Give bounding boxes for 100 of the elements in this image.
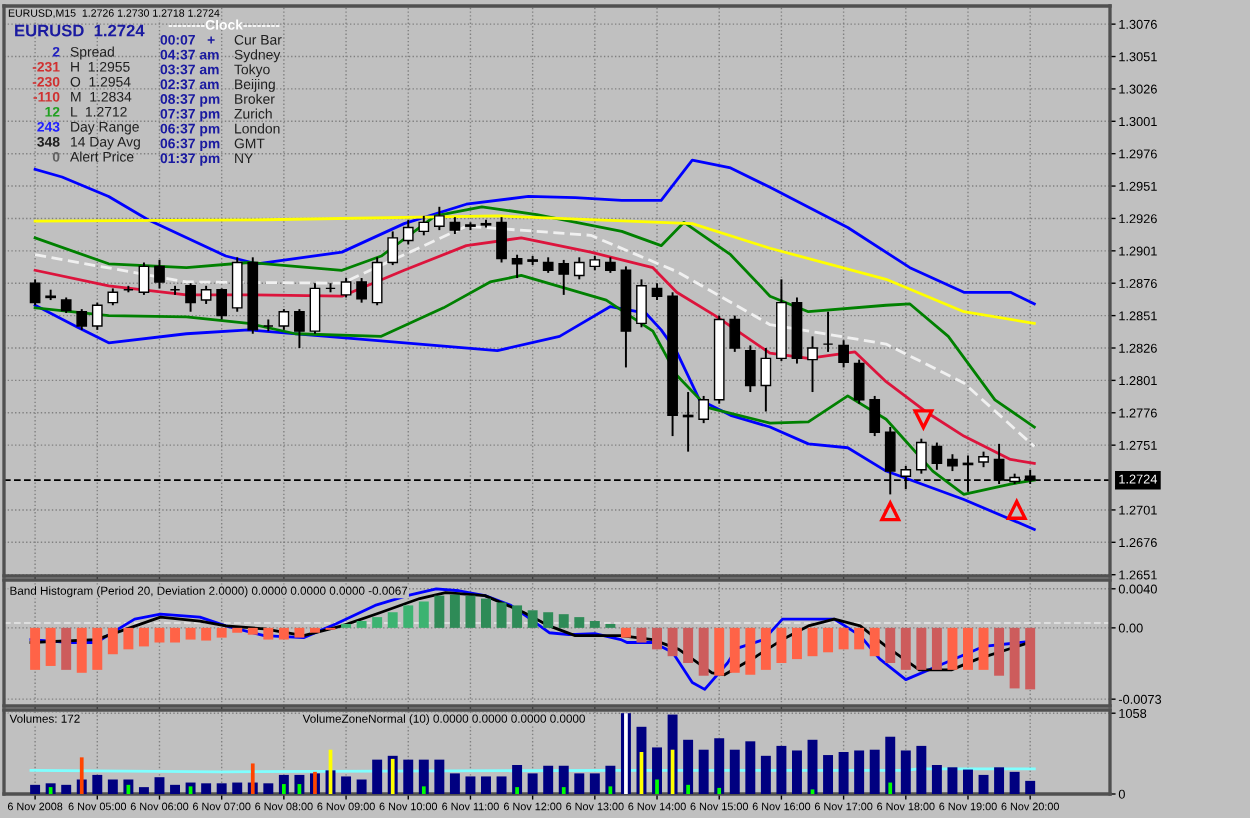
candlestick — [853, 358, 865, 405]
bar — [356, 621, 367, 628]
annotation: EURUSD 1.2724 — [15, 24, 145, 37]
bar — [123, 627, 134, 650]
bar — [278, 627, 289, 640]
candlestick — [496, 216, 507, 264]
bar — [216, 627, 227, 638]
bar — [558, 614, 569, 628]
bar — [247, 627, 258, 635]
point — [880, 501, 901, 522]
bar — [449, 773, 460, 794]
bar — [92, 627, 103, 670]
bar — [745, 627, 756, 675]
bar — [869, 627, 880, 657]
bar — [652, 627, 662, 650]
bar — [30, 784, 41, 794]
candlestick — [278, 308, 290, 331]
candlestick — [729, 314, 741, 353]
bar — [574, 773, 585, 794]
bar — [92, 774, 103, 794]
bar — [434, 759, 445, 794]
candlestick — [138, 261, 150, 296]
bar — [263, 627, 274, 640]
candlestick — [744, 344, 756, 394]
bar — [76, 627, 87, 673]
bar — [294, 627, 305, 638]
bar — [667, 627, 678, 657]
candlestick — [309, 282, 321, 335]
candlestick — [216, 287, 228, 321]
bar — [45, 627, 56, 666]
bar — [387, 612, 398, 628]
bar — [481, 598, 491, 628]
candlestick — [356, 277, 367, 304]
candlestick — [418, 214, 430, 237]
bar — [574, 617, 585, 628]
bar — [683, 739, 694, 794]
point — [1006, 499, 1027, 520]
bar — [372, 617, 383, 628]
bar — [963, 769, 973, 794]
candlestick — [387, 230, 399, 267]
bar — [481, 776, 491, 794]
bar — [138, 787, 149, 794]
bar — [900, 627, 911, 670]
bar — [1009, 771, 1020, 794]
bar — [263, 783, 274, 794]
candlestick — [760, 347, 772, 413]
candlestick — [698, 394, 710, 425]
candlestick — [822, 310, 834, 353]
candlestick — [807, 335, 818, 394]
bar — [558, 765, 569, 794]
bar — [512, 605, 523, 628]
bar — [823, 627, 834, 653]
bar — [978, 774, 989, 794]
bar — [170, 627, 181, 643]
candlestick — [371, 256, 383, 307]
bar — [341, 776, 352, 794]
bar — [791, 627, 802, 660]
bar — [994, 767, 1005, 794]
bar — [232, 782, 243, 794]
bar — [496, 602, 507, 628]
candlestick — [931, 441, 943, 471]
bar — [683, 627, 694, 664]
bar — [838, 752, 849, 794]
candlestick — [573, 256, 585, 281]
bar — [605, 765, 616, 794]
bar — [201, 627, 212, 641]
bar — [1025, 780, 1036, 794]
bar — [838, 627, 849, 650]
bar — [201, 783, 212, 794]
candlestick — [636, 278, 647, 329]
candlestick — [294, 308, 305, 349]
bar — [138, 627, 149, 647]
bar — [527, 610, 538, 628]
bar — [403, 759, 414, 794]
bar — [61, 627, 72, 670]
candlestick — [29, 278, 41, 307]
bar — [760, 755, 771, 794]
bar — [512, 764, 523, 794]
bar — [465, 776, 476, 794]
bar — [434, 595, 445, 628]
bar — [170, 784, 181, 794]
bar — [403, 605, 414, 628]
bar — [931, 627, 942, 670]
bar — [418, 759, 429, 794]
bar — [947, 627, 958, 670]
bar — [729, 749, 740, 794]
bar — [698, 749, 709, 794]
bar — [372, 759, 383, 794]
bar — [185, 627, 196, 640]
bar — [698, 627, 709, 676]
bar — [760, 627, 771, 670]
candlestick — [558, 258, 570, 296]
bar — [729, 627, 740, 673]
bar — [916, 745, 927, 794]
candlestick — [91, 301, 103, 331]
bar — [61, 784, 72, 794]
line-series — [33, 274, 1036, 496]
bar — [994, 627, 1005, 676]
bar — [869, 749, 880, 794]
bar — [449, 594, 460, 628]
